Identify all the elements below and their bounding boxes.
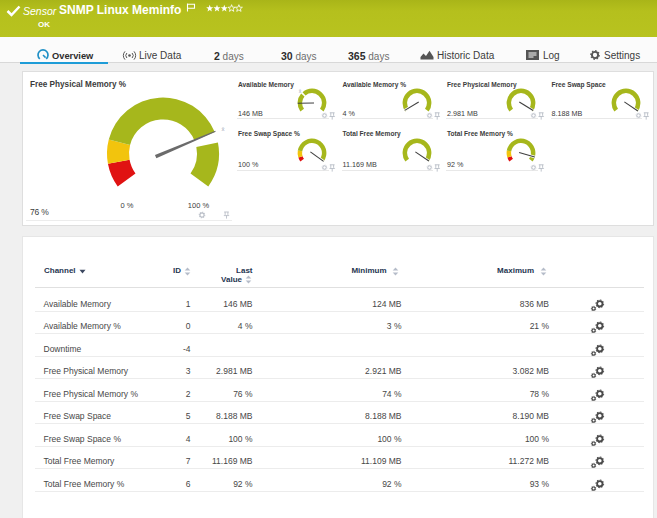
svg-text:x̄: x̄ <box>299 88 302 94</box>
